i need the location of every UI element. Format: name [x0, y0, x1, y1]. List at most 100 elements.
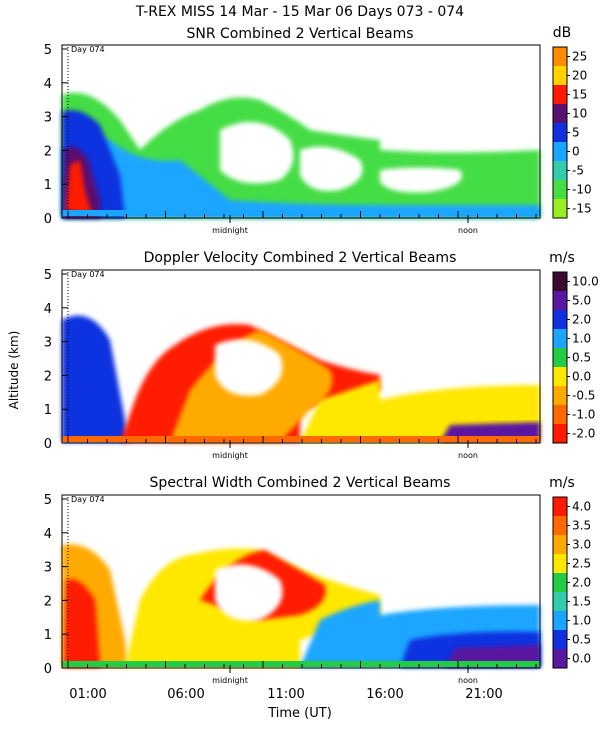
snr-heatmap: [62, 92, 540, 218]
doppler-heatmap: [62, 315, 540, 442]
y-tick-label: 3: [44, 111, 52, 126]
y-tick-label: 2: [44, 594, 52, 609]
x-tick-label: 01:00: [69, 687, 106, 702]
y-tick-label: 5: [44, 493, 52, 508]
colorbar-unit: m/s: [549, 250, 575, 266]
colorbar-swatch: [553, 367, 567, 387]
colorbar-label: 0: [572, 145, 580, 159]
y-axis-label: Altitude (km): [7, 331, 21, 410]
colorbar-unit: m/s: [549, 475, 575, 491]
midnight-label: midnight: [212, 226, 248, 235]
colorbar-swatch: [553, 386, 567, 406]
spectral-width-panel: Spectral Width Combined 2 Vertical Beams…: [44, 475, 591, 702]
y-tick-label: 2: [44, 369, 52, 384]
colorbar-label: -0.5: [572, 389, 595, 403]
colorbar-swatch: [553, 592, 567, 612]
y-tick-label: 4: [44, 302, 52, 317]
colorbar-swatch: [553, 104, 567, 124]
y-tick-label: 3: [44, 336, 52, 351]
colorbar-label: 5: [572, 126, 580, 140]
colorbar-swatch: [553, 142, 567, 162]
x-axis-label: Time (UT): [267, 706, 332, 721]
doppler-colorbar: 10.0 5.0 2.0 1.0 0.5 0.0 -0.5 -1.0 -2.0 m/s: [549, 250, 599, 444]
colorbar-swatch: [553, 161, 567, 181]
y-tick-label: 1: [44, 178, 52, 193]
spectral-width-axes: 0 1 2 3 4 5 Day 074 midnight noon 01:00 06:00 11:00…: [44, 493, 541, 702]
snr-colorbar: 25 20 15 10 5 0 -5 -10 -15 dB: [552, 25, 592, 219]
x-tick-label: 11:00: [267, 687, 304, 702]
colorbar-label: 1.0: [572, 614, 591, 628]
day-marker-label: Day 074: [71, 495, 105, 504]
colorbar-label: -5: [572, 164, 584, 178]
colorbar-swatch: [553, 180, 567, 200]
colorbar-label: 5.0: [572, 294, 591, 308]
colorbar-swatch: [553, 123, 567, 143]
colorbar-label: -2.0: [572, 427, 595, 441]
colorbar-label: 20: [572, 69, 587, 83]
y-tick-label: 5: [44, 268, 52, 283]
colorbar-swatch: [553, 199, 567, 219]
day-marker-label: Day 074: [71, 45, 105, 54]
colorbar-swatch: [553, 611, 567, 631]
colorbar-swatch: [553, 573, 567, 593]
colorbar-swatch: [553, 272, 567, 292]
colorbar-unit: dB: [553, 25, 572, 41]
snr-panel-title: SNR Combined 2 Vertical Beams: [186, 26, 413, 42]
colorbar-label: 10: [572, 107, 587, 121]
doppler-panel: Doppler Velocity Combined 2 Vertical Bea…: [44, 250, 599, 460]
y-tick-label: 0: [44, 212, 52, 227]
colorbar-swatch: [553, 497, 567, 517]
colorbar-swatch: [553, 405, 567, 425]
plot-frame: [61, 269, 541, 444]
colorbar-label: 15: [572, 88, 587, 102]
colorbar-label: 4.0: [572, 500, 591, 514]
plot-frame: [61, 494, 541, 669]
colorbar-label: 3.5: [572, 519, 591, 533]
colorbar-swatch: [553, 630, 567, 650]
plot-frame: [61, 44, 541, 219]
spectral-width-colorbar: 4.0 3.5 3.0 2.5 2.0 1.5 1.0 0.5 0.0 m/s: [549, 475, 591, 669]
colorbar-label: -15: [572, 202, 592, 216]
colorbar-label: 0.5: [572, 633, 591, 647]
spectral-width-panel-title: Spectral Width Combined 2 Vertical Beams: [150, 475, 451, 491]
colorbar-swatch: [553, 535, 567, 555]
colorbar-swatch: [553, 47, 567, 67]
colorbar-label: 0.5: [572, 351, 591, 365]
colorbar-swatch: [553, 310, 567, 330]
y-tick-label: 4: [44, 527, 52, 542]
colorbar-label: 2.5: [572, 557, 591, 571]
colorbar-label: 25: [572, 50, 587, 64]
colorbar-swatch: [553, 554, 567, 574]
spectral-width-heatmap: [62, 544, 540, 667]
colorbar-label: 1.5: [572, 595, 591, 609]
y-tick-label: 0: [44, 437, 52, 452]
colorbar-label: -10: [572, 183, 592, 197]
y-tick-label: 5: [44, 43, 52, 58]
doppler-panel-title: Doppler Velocity Combined 2 Vertical Bea…: [144, 250, 457, 266]
y-tick-label: 1: [44, 403, 52, 418]
snr-panel: SNR Combined 2 Vertical Beams 0 1 2 3 4 5 Day …: [44, 25, 592, 235]
colorbar-swatch: [553, 85, 567, 105]
colorbar-swatch: [553, 329, 567, 349]
y-tick-label: 2: [44, 144, 52, 159]
midnight-label: midnight: [212, 451, 248, 460]
colorbar-label: 3.0: [572, 538, 591, 552]
colorbar-label: 2.0: [572, 313, 591, 327]
colorbar-label: 0.0: [572, 370, 591, 384]
colorbar-label: 1.0: [572, 332, 591, 346]
colorbar-label: 2.0: [572, 576, 591, 590]
x-tick-label: 06:00: [167, 687, 204, 702]
day-marker-label: Day 074: [71, 270, 105, 279]
colorbar-swatch: [553, 424, 567, 444]
y-tick-label: 0: [44, 662, 52, 677]
midnight-label: midnight: [212, 676, 248, 685]
noon-label: noon: [458, 226, 478, 235]
colorbar-swatch: [553, 516, 567, 536]
colorbar-label: 10.0: [572, 275, 599, 289]
doppler-axes: 0 1 2 3 4 5 Day 074 midnight noon: [44, 268, 541, 460]
noon-label: noon: [458, 676, 478, 685]
colorbar-swatch: [553, 348, 567, 368]
colorbar-swatch: [553, 66, 567, 86]
y-tick-label: 1: [44, 628, 52, 643]
